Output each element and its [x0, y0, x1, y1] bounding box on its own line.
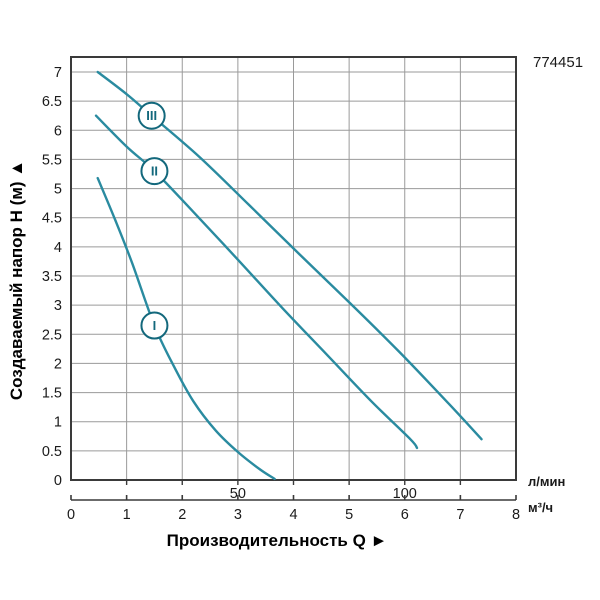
x-axis-m3h-layer: 0 1 2 3 4 5 6 7 8 [67, 495, 520, 523]
x-axis-lpm-layer: 50 100 [125, 480, 462, 502]
x-tick-label-m3h: 6 [401, 507, 409, 523]
curve-marker-ii: II [140, 157, 169, 186]
curve-marker-label: III [146, 108, 157, 123]
curve-marker-circle [137, 101, 166, 130]
grid-layer [71, 57, 516, 480]
y-tick-label: 1 [54, 415, 62, 431]
performance-curve-i [96, 176, 276, 481]
x-tick-label-m3h: 5 [345, 507, 353, 523]
curve-marker-i: I [140, 311, 169, 340]
x-tick-label-m3h: 1 [123, 507, 131, 523]
performance-curve-iii [96, 70, 483, 441]
y-tick-label: 4 [54, 240, 62, 256]
curve-marker-circle [140, 311, 169, 340]
article-code: 774451 [533, 54, 583, 71]
y-tick-label: 6 [54, 123, 62, 139]
x-tick-label-m3h: 7 [456, 507, 464, 523]
x-tick-label-m3h: 3 [234, 507, 242, 523]
y-tick-label: 2.5 [42, 327, 62, 343]
y-tick-label: 3 [54, 298, 62, 314]
y-tick-label: 4.5 [42, 211, 62, 227]
performance-curve-ii [94, 114, 419, 450]
x-tick-label-lpm: 50 [230, 486, 246, 502]
curve-layer [94, 70, 483, 481]
x-tick-label-lpm: 100 [393, 486, 417, 502]
x-tick-label-m3h: 2 [178, 507, 186, 523]
y-axis-title: Создаваемый напор H (м) ▲ [7, 160, 26, 400]
y-tick-label: 0.5 [42, 444, 62, 460]
unit-label-m3h: м³/ч [528, 500, 553, 515]
y-tick-label: 2 [54, 356, 62, 372]
x-tick-label-m3h: 0 [67, 507, 75, 523]
y-tick-label: 5 [54, 182, 62, 198]
curve-marker-label: I [153, 318, 157, 333]
x-tick-label-m3h: 4 [289, 507, 297, 523]
y-tick-label: 7 [54, 65, 62, 81]
curve-marker-iii: III [137, 101, 166, 130]
curve-marker-label: II [151, 164, 158, 179]
y-tick-label: 3.5 [42, 269, 62, 285]
y-tick-label: 0 [54, 473, 62, 489]
curve-marker-circle [140, 157, 169, 186]
y-tick-label: 5.5 [42, 152, 62, 168]
unit-label-lpm: л/мин [528, 474, 565, 489]
y-axis-tick-labels: 0 0.5 1 1.5 2 2.5 3 3.5 4 4.5 5 5.5 6 6.5 7 [42, 65, 62, 489]
y-tick-label: 1.5 [42, 386, 62, 402]
x-axis-title: Производительность Q ► [167, 531, 388, 550]
x-tick-label-m3h: 8 [512, 507, 520, 523]
y-tick-label: 6.5 [42, 94, 62, 110]
